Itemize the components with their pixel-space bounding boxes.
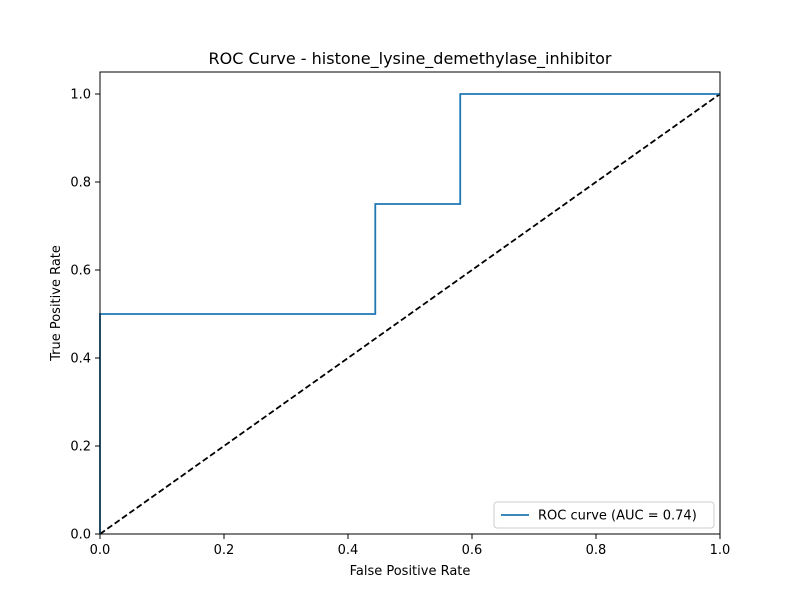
x-tick-label: 0.6 <box>462 543 483 558</box>
chance-diagonal-line <box>99 93 721 535</box>
x-tick-label: 1.0 <box>710 543 731 558</box>
y-tick-label: 0.4 <box>70 352 91 367</box>
y-axis-label: True Positive Rate <box>49 245 64 362</box>
plot-area <box>100 72 720 534</box>
y-tick-label: 0.8 <box>70 176 91 191</box>
legend-entry-label: ROC curve (AUC = 0.74) <box>538 509 697 524</box>
legend-box <box>493 501 715 529</box>
plot-frame <box>99 71 721 535</box>
y-axis-ticks: 0.0 0.2 0.4 0.6 0.8 1.0 <box>70 88 100 543</box>
legend: ROC curve (AUC = 0.74) <box>493 501 715 529</box>
y-tick-label: 0.6 <box>70 264 91 279</box>
x-tick-label: 0.0 <box>90 543 111 558</box>
y-tick-label: 0.0 <box>70 528 91 543</box>
x-tick-label: 0.4 <box>338 543 359 558</box>
x-axis-ticks: 0.0 0.2 0.4 0.6 0.8 1.0 <box>90 534 731 558</box>
y-tick-label: 1.0 <box>70 88 91 103</box>
reference-line-layer <box>99 93 721 535</box>
y-tick-label: 0.2 <box>70 440 91 455</box>
chart-title: ROC Curve - histone_lysine_demethylase_i… <box>209 49 612 69</box>
x-tick-label: 0.2 <box>214 543 235 558</box>
x-axis-label: False Positive Rate <box>350 564 471 579</box>
x-tick-label: 0.8 <box>586 543 607 558</box>
